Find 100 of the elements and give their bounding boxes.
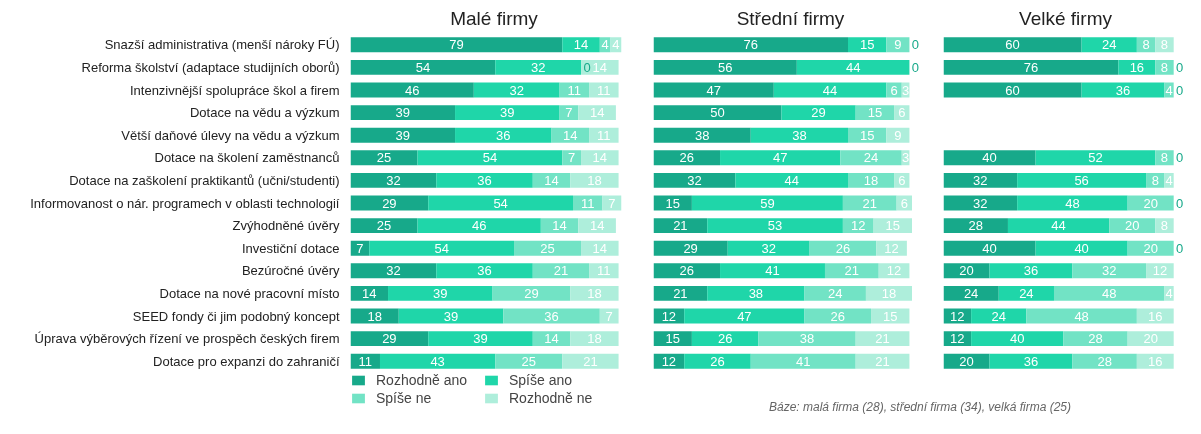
data-label: 15 — [883, 308, 898, 324]
data-label: 32 — [386, 263, 401, 279]
data-label: 6 — [898, 172, 906, 188]
data-label: 8 — [1151, 172, 1159, 188]
data-label: 3 — [901, 82, 910, 98]
data-label: 40 — [982, 150, 997, 166]
bar — [1035, 150, 1156, 166]
data-label: 47 — [706, 82, 721, 98]
data-label: 54 — [415, 59, 431, 75]
data-label: 24 — [1102, 37, 1117, 53]
bar — [691, 195, 843, 211]
bar — [350, 218, 418, 234]
data-label: 36 — [544, 308, 559, 324]
data-label: 20 — [1125, 218, 1140, 234]
bar — [998, 285, 1054, 301]
bar — [653, 37, 849, 53]
data-label: 59 — [760, 195, 775, 211]
data-label: 20 — [1143, 195, 1158, 211]
data-label: 14 — [592, 150, 608, 166]
bar — [750, 127, 849, 143]
data-label: 4 — [601, 37, 609, 53]
data-label: 29 — [382, 331, 397, 347]
bar — [720, 263, 825, 279]
bar — [428, 331, 533, 347]
chart-title: Velké firmy — [1019, 7, 1113, 29]
data-label: 36 — [496, 127, 511, 143]
data-label: 38 — [694, 127, 710, 143]
data-label: 25 — [376, 150, 392, 166]
bar — [350, 127, 456, 143]
bar — [350, 150, 418, 166]
data-label: 28 — [968, 218, 983, 234]
bar — [653, 59, 797, 75]
data-label: 18 — [367, 308, 382, 324]
bar — [581, 150, 619, 166]
data-label: 18 — [587, 172, 602, 188]
y-tick-label: Dotace na nové pracovní místo — [159, 285, 340, 301]
data-label: 9 — [894, 127, 902, 143]
data-label: 21 — [875, 353, 890, 369]
data-label: 26 — [835, 240, 851, 256]
data-label: 12 — [851, 218, 866, 234]
bar — [1072, 263, 1147, 279]
data-label: 20 — [1143, 331, 1158, 347]
bar — [943, 285, 999, 301]
legend-label: Spíše ano — [509, 372, 574, 388]
data-label: 6 — [890, 82, 898, 98]
bar — [855, 331, 910, 347]
bar — [727, 240, 810, 256]
bar — [943, 59, 1119, 75]
data-label: 14 — [589, 105, 605, 121]
y-tick-label: Dotace na zaškolení praktikantů (učni/studenti) — [69, 172, 340, 188]
data-label: 52 — [1088, 150, 1103, 166]
bar — [1081, 37, 1137, 53]
data-label: 8 — [1160, 218, 1169, 234]
data-label: 7 — [605, 308, 613, 324]
data-label: 36 — [1023, 263, 1039, 279]
bar — [436, 172, 533, 188]
y-tick-label: Investiční dotace — [241, 240, 340, 256]
bar — [1035, 240, 1128, 256]
bar — [388, 285, 493, 301]
bar — [532, 263, 590, 279]
data-label: 18 — [863, 172, 879, 188]
data-label: 0 — [1176, 150, 1184, 166]
data-label: 12 — [886, 263, 902, 279]
data-label: 54 — [434, 240, 449, 256]
data-label: 29 — [811, 105, 826, 121]
y-tick-label: Dotace na školení zaměstnanců — [154, 150, 340, 166]
data-label: 7 — [568, 150, 576, 166]
data-label: 32 — [509, 82, 524, 98]
data-label: 11 — [358, 353, 372, 369]
data-label: 12 — [661, 308, 677, 324]
bar — [684, 308, 805, 324]
data-label: 40 — [1009, 331, 1025, 347]
data-label: 39 — [395, 127, 411, 143]
bar — [684, 353, 751, 369]
bar — [350, 37, 563, 53]
data-label: 39 — [433, 285, 448, 301]
data-label: 79 — [449, 37, 464, 53]
y-tick-label: Dotace pro expanzi do zahraničí — [153, 353, 340, 369]
data-label: 14 — [544, 172, 559, 188]
data-label: 20 — [1143, 240, 1158, 256]
bar — [1072, 353, 1137, 369]
bar — [720, 150, 841, 166]
data-label: 18 — [587, 331, 602, 347]
bar — [589, 127, 619, 143]
bar — [417, 218, 541, 234]
data-label: 47 — [772, 150, 788, 166]
bar — [653, 150, 721, 166]
data-label: 56 — [1074, 172, 1089, 188]
data-label: 15 — [665, 331, 680, 347]
y-tick-label: Snazší administrativa (menší nároky FÚ) — [104, 37, 340, 53]
data-label: 26 — [679, 263, 695, 279]
data-label: 15 — [665, 195, 680, 211]
data-label: 3 — [901, 150, 910, 166]
data-label: 50 — [710, 105, 725, 121]
data-label: 38 — [799, 331, 815, 347]
data-label: 39 — [500, 105, 515, 121]
bar — [350, 263, 437, 279]
bar — [369, 240, 515, 256]
data-label: 21 — [844, 263, 860, 279]
data-label: 11 — [597, 127, 611, 143]
